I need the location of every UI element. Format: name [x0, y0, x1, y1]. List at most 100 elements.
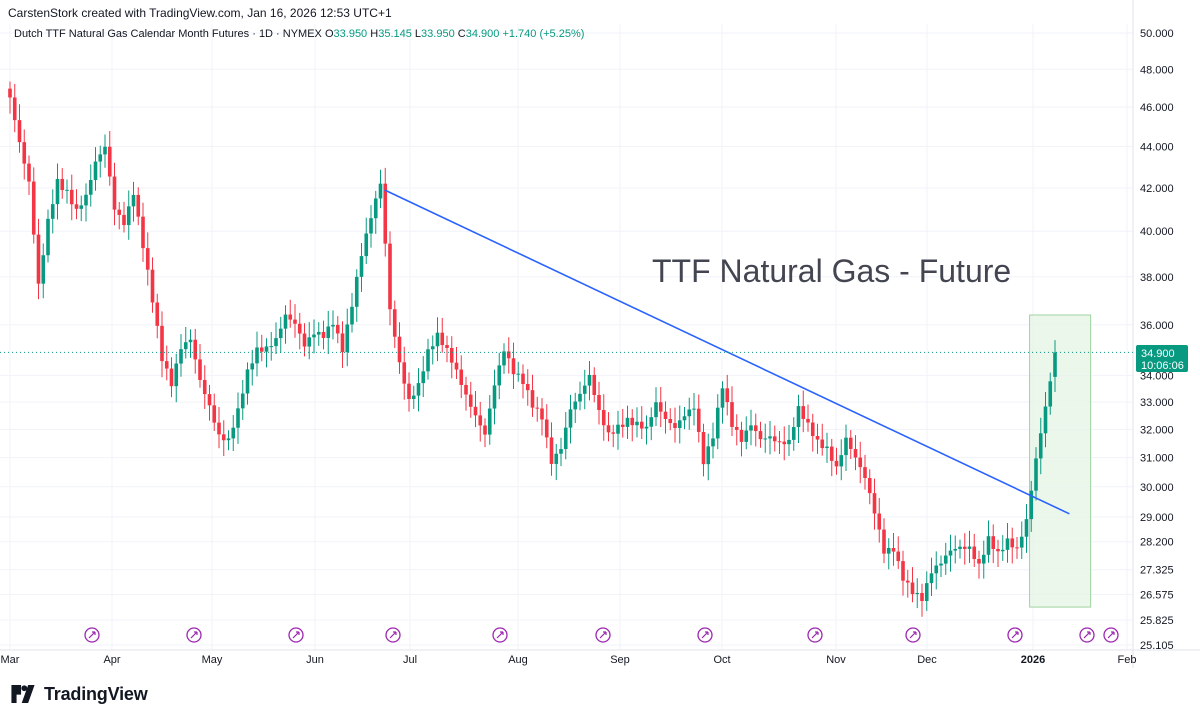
candle[interactable]: [464, 376, 468, 411]
candle[interactable]: [41, 243, 46, 299]
candle[interactable]: [720, 381, 725, 424]
candle[interactable]: [896, 536, 901, 569]
candle[interactable]: [150, 257, 155, 313]
event-marker-icon[interactable]: [1079, 627, 1095, 643]
candle[interactable]: [302, 323, 307, 357]
candle[interactable]: [459, 355, 464, 399]
candle[interactable]: [430, 335, 435, 365]
candle[interactable]: [202, 365, 207, 409]
candle[interactable]: [264, 338, 269, 368]
candle[interactable]: [359, 243, 364, 292]
candle[interactable]: [312, 319, 316, 354]
candle[interactable]: [65, 179, 69, 204]
candle[interactable]: [948, 534, 953, 572]
candle[interactable]: [654, 387, 658, 427]
candle[interactable]: [592, 367, 597, 403]
candle[interactable]: [758, 421, 763, 448]
candle[interactable]: [958, 539, 962, 559]
candle[interactable]: [1024, 504, 1029, 553]
candle[interactable]: [79, 195, 84, 222]
candle[interactable]: [981, 540, 986, 579]
candle[interactable]: [587, 361, 592, 401]
candle[interactable]: [326, 310, 331, 355]
candle[interactable]: [354, 269, 359, 322]
candle[interactable]: [839, 439, 844, 481]
candle[interactable]: [673, 407, 677, 443]
candle[interactable]: [967, 530, 972, 564]
event-marker-icon[interactable]: [84, 627, 100, 643]
candle[interactable]: [953, 535, 958, 564]
candle[interactable]: [487, 395, 492, 445]
candle[interactable]: [221, 420, 226, 457]
candle[interactable]: [511, 342, 516, 390]
candle[interactable]: [278, 316, 283, 354]
candle[interactable]: [611, 424, 616, 448]
candle[interactable]: [734, 414, 739, 446]
candle[interactable]: [321, 320, 326, 350]
candle[interactable]: [12, 83, 17, 133]
candle[interactable]: [117, 202, 122, 230]
candle[interactable]: [658, 386, 663, 428]
candle[interactable]: [55, 163, 60, 220]
candle[interactable]: [179, 334, 183, 377]
candle[interactable]: [193, 328, 198, 374]
candle[interactable]: [625, 405, 630, 440]
candle[interactable]: [373, 190, 378, 234]
candle[interactable]: [255, 331, 259, 377]
candle[interactable]: [103, 134, 107, 168]
candle[interactable]: [834, 447, 839, 475]
event-marker-icon[interactable]: [807, 627, 823, 643]
candle[interactable]: [825, 432, 829, 463]
candle[interactable]: [274, 322, 278, 354]
candle[interactable]: [217, 406, 221, 449]
candle[interactable]: [739, 421, 744, 457]
candle[interactable]: [867, 469, 872, 505]
candle[interactable]: [844, 424, 848, 471]
candle[interactable]: [525, 369, 530, 406]
candle[interactable]: [293, 304, 297, 338]
candle[interactable]: [1053, 340, 1057, 393]
candle[interactable]: [440, 317, 445, 353]
candle[interactable]: [692, 392, 696, 426]
candle[interactable]: [920, 583, 924, 617]
candle[interactable]: [649, 407, 654, 441]
candle[interactable]: [383, 167, 388, 257]
candle[interactable]: [711, 422, 715, 459]
candle[interactable]: [682, 406, 687, 430]
candle[interactable]: [910, 567, 915, 603]
candle[interactable]: [69, 174, 74, 221]
event-marker-icon[interactable]: [385, 627, 401, 643]
candle[interactable]: [60, 168, 65, 199]
candle[interactable]: [468, 381, 473, 418]
candle[interactable]: [810, 413, 815, 452]
candle[interactable]: [753, 413, 758, 447]
candle[interactable]: [445, 335, 449, 363]
candle[interactable]: [416, 368, 421, 412]
candle[interactable]: [568, 394, 573, 444]
candle[interactable]: [677, 405, 682, 444]
candle[interactable]: [635, 407, 639, 438]
candle[interactable]: [1029, 480, 1034, 532]
candle[interactable]: [335, 316, 340, 344]
candle[interactable]: [924, 571, 929, 611]
candle[interactable]: [93, 147, 98, 191]
candle[interactable]: [996, 539, 1000, 567]
candle[interactable]: [378, 169, 383, 209]
candle[interactable]: [929, 557, 934, 596]
candle[interactable]: [1000, 535, 1005, 561]
candle[interactable]: [364, 217, 369, 265]
candle[interactable]: [307, 322, 312, 360]
candle[interactable]: [516, 361, 521, 382]
candle[interactable]: [554, 443, 559, 481]
candle[interactable]: [549, 422, 554, 476]
candle[interactable]: [331, 310, 335, 340]
candle[interactable]: [212, 393, 217, 431]
event-marker-icon[interactable]: [697, 627, 713, 643]
candle[interactable]: [772, 425, 777, 452]
candle[interactable]: [791, 417, 796, 451]
candle[interactable]: [696, 394, 701, 443]
candle[interactable]: [36, 218, 41, 300]
candle[interactable]: [392, 300, 397, 348]
candle[interactable]: [506, 337, 511, 374]
